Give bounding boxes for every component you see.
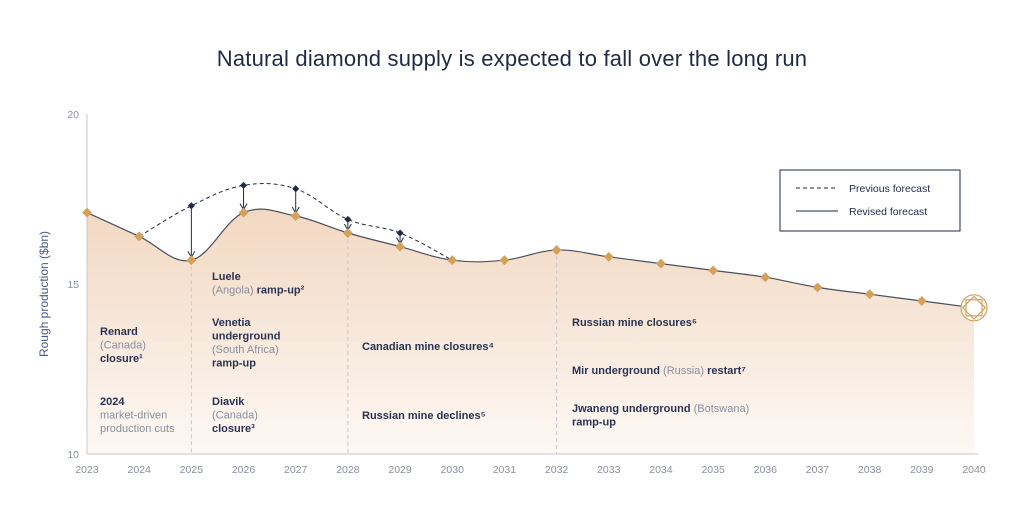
y-tick-label: 15: [67, 279, 79, 291]
x-tick-label: 2027: [284, 464, 308, 476]
annotation-segment: (Russia): [663, 365, 707, 377]
y-tick-label: 20: [67, 109, 79, 121]
annotation-segment: Jwaneng underground: [572, 403, 694, 415]
annotation-segment: production cuts: [100, 423, 175, 435]
annotation-text: (Canada): [100, 340, 146, 352]
x-tick-label: 2031: [493, 464, 517, 476]
revised-forecast-point: [812, 282, 823, 293]
annotation-segment: ramp-up: [212, 358, 256, 370]
annotation-segment: Renard: [100, 326, 138, 338]
revised-forecast-point: [708, 265, 719, 276]
annotation-segment: Russian mine declines⁵: [362, 410, 486, 422]
x-tick-label: 2034: [649, 464, 673, 476]
revised-forecast-point: [447, 255, 458, 266]
annotation-text: (Canada): [212, 410, 258, 422]
annotation-segment: underground: [212, 331, 280, 343]
annotation-text: 2024: [100, 396, 125, 408]
annotation-segment: (Angola): [212, 285, 257, 297]
annotation-text: Venetia: [212, 317, 251, 329]
x-tick-label: 2030: [441, 464, 465, 476]
annotation-text: production cuts: [100, 423, 175, 435]
x-tick-label: 2040: [962, 464, 986, 476]
annotation-segment: (South Africa): [212, 344, 279, 356]
annotation-segment: (Canada): [100, 340, 146, 352]
chart-title: Natural diamond supply is expected to fa…: [216, 46, 808, 71]
annotation-segment: closure¹: [100, 353, 143, 365]
revised-forecast-point: [186, 255, 197, 266]
annotation-segment: Venetia: [212, 317, 251, 329]
revised-forecast-point: [342, 228, 353, 238]
annotation-segment: Mir underground: [572, 365, 663, 377]
annotation-text: (Angola) ramp-up²: [212, 285, 305, 297]
x-tick-label: 2023: [75, 464, 99, 476]
annotation-text: Russian mine closures⁶: [572, 317, 697, 329]
annotation-text: closure¹: [100, 353, 143, 365]
annotation-segment: Luele: [212, 271, 241, 283]
annotation-segment: Canadian mine closures⁴: [362, 341, 494, 353]
revised-forecast-point: [238, 207, 249, 218]
annotation-segment: restart⁷: [707, 365, 746, 377]
annotation-text: ramp-up: [572, 417, 616, 429]
end-diamond-icon-facet: [965, 299, 983, 317]
previous-forecast-point: [187, 202, 195, 210]
revised-forecast-point: [134, 231, 145, 242]
annotation-segment: ramp-up: [572, 417, 616, 429]
y-axis-label: Rough production ($bn): [37, 231, 51, 357]
previous-forecast-point: [344, 215, 352, 223]
annotation-text: Renard: [100, 326, 138, 338]
annotation-segment: market-driven: [100, 410, 167, 422]
revised-forecast-point: [551, 245, 562, 255]
revised-forecast-point: [864, 289, 875, 300]
annotation-text: market-driven: [100, 410, 167, 422]
annotation-segment: ramp-up²: [257, 285, 305, 297]
x-tick-label: 2032: [545, 464, 569, 476]
x-tick-label: 2033: [597, 464, 621, 476]
revised-forecast-point: [760, 272, 771, 283]
previous-forecast-point: [396, 229, 404, 237]
x-tick-label: 2038: [858, 464, 882, 476]
annotation-segment: (Canada): [212, 410, 258, 422]
legend-label-revised: Revised forecast: [849, 206, 927, 218]
annotation-text: Russian mine declines⁵: [362, 410, 486, 422]
annotation-segment: (Botswana): [694, 403, 750, 415]
x-tick-label: 2024: [127, 464, 151, 476]
x-tick-label: 2036: [754, 464, 778, 476]
revised-forecast-point: [499, 255, 510, 266]
x-tick-label: 2039: [910, 464, 934, 476]
annotation-text: closure³: [212, 423, 255, 435]
x-tick-label: 2025: [180, 464, 204, 476]
revised-forecast-point: [655, 258, 666, 269]
x-tick-label: 2035: [701, 464, 725, 476]
annotation-segment: 2024: [100, 396, 125, 408]
annotation-text: Luele: [212, 271, 241, 283]
x-tick-label: 2037: [806, 464, 830, 476]
annotation-segment: Diavik: [212, 396, 245, 408]
annotation-text: Mir underground (Russia) restart⁷: [572, 365, 746, 377]
previous-forecast-point: [239, 181, 248, 189]
y-tick-label: 10: [67, 449, 79, 461]
area-fill: [87, 209, 974, 454]
annotation-segment: Russian mine closures⁶: [572, 317, 697, 329]
annotation-text: Jwaneng underground (Botswana): [572, 403, 749, 415]
end-diamond-icon-facet: [961, 295, 987, 320]
annotation-text: Canadian mine closures⁴: [362, 341, 494, 353]
x-tick-label: 2028: [336, 464, 360, 476]
revised-forecast-point: [82, 207, 92, 218]
previous-forecast-point: [292, 185, 300, 193]
legend-box: [779, 169, 961, 232]
annotation-text: (South Africa): [212, 344, 279, 356]
x-tick-label: 2029: [388, 464, 412, 476]
end-diamond-icon: [960, 294, 988, 322]
legend-label-previous: Previous forecast: [849, 183, 930, 195]
revised-forecast-point: [916, 296, 927, 306]
revised-forecast-point: [395, 241, 406, 252]
annotation-text: Diavik: [212, 396, 245, 408]
annotation-text: ramp-up: [212, 358, 256, 370]
x-tick-label: 2026: [232, 464, 256, 476]
annotation-text: underground: [212, 331, 280, 343]
revised-forecast-point: [290, 211, 301, 221]
annotation-segment: closure³: [212, 423, 255, 435]
